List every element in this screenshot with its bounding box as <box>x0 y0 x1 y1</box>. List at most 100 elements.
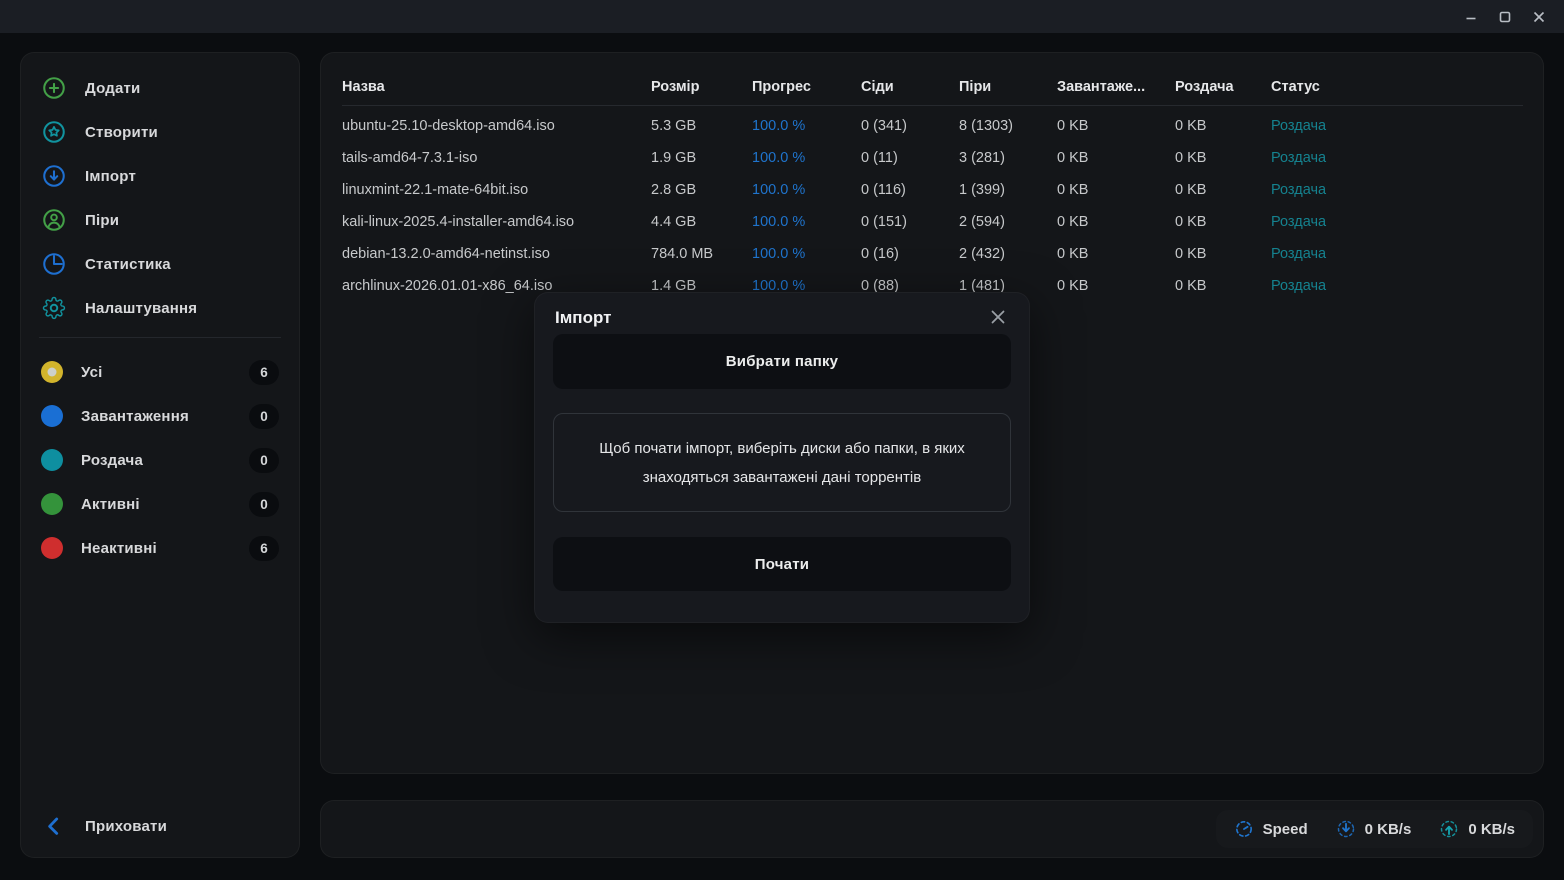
column-header-downloaded[interactable]: Завантаже... <box>1057 78 1146 95</box>
cell-status: Роздача <box>1271 246 1327 262</box>
maximize-button[interactable] <box>1488 3 1522 31</box>
cell-downloaded: 0 KB <box>1057 150 1089 166</box>
cell-seeds: 0 (341) <box>861 118 907 134</box>
cell-seeds: 0 (116) <box>861 182 906 198</box>
sidebar-item-add[interactable]: Додати <box>21 66 299 110</box>
sidebar-menu: Додати Створити Імпорт Піри Статистика Н… <box>21 66 299 330</box>
gauge-icon <box>1234 819 1254 839</box>
star-circle-icon <box>41 119 67 145</box>
cell-uploaded: 0 KB <box>1175 150 1207 166</box>
table-header-row: Назва Розмір Прогрес Сіди Піри Завантаже… <box>342 68 1523 105</box>
table-row[interactable]: ubuntu-25.10-desktop-amd64.iso 5.3 GB 10… <box>342 110 1523 142</box>
start-import-button[interactable]: Почати <box>553 537 1011 591</box>
cell-downloaded: 0 KB <box>1057 182 1089 198</box>
pie-chart-icon <box>41 251 67 277</box>
cell-peers: 1 (399) <box>959 182 1005 198</box>
status-bar: Speed 0 KB/s 0 KB/s <box>320 800 1544 858</box>
cell-uploaded: 0 KB <box>1175 278 1207 294</box>
filter-label: Роздача <box>81 451 143 469</box>
column-header-name[interactable]: Назва <box>342 78 385 95</box>
filter-item-inactive[interactable]: Неактивні 6 <box>21 526 299 570</box>
cell-seeds: 0 (16) <box>861 246 899 262</box>
sidebar-item-label: Налаштування <box>85 299 198 317</box>
column-header-seeds[interactable]: Сіди <box>861 78 894 95</box>
filter-count-badge: 6 <box>249 359 279 385</box>
filter-item-all[interactable]: Усі 6 <box>21 350 299 394</box>
cell-status: Роздача <box>1271 278 1327 294</box>
sidebar-item-settings[interactable]: Налаштування <box>21 286 299 330</box>
cell-size: 4.4 GB <box>651 214 697 230</box>
table-row[interactable]: tails-amd64-7.3.1-iso 1.9 GB 100.0 % 0 (… <box>342 142 1523 174</box>
sidebar-item-label: Створити <box>85 123 158 141</box>
column-header-peers[interactable]: Піри <box>959 78 992 95</box>
cell-peers: 2 (432) <box>959 246 1005 262</box>
cell-size: 1.9 GB <box>651 150 697 166</box>
plus-circle-icon <box>41 75 67 101</box>
filter-status-dot <box>41 537 63 559</box>
column-header-status[interactable]: Статус <box>1271 78 1320 95</box>
download-arrow-icon <box>1336 819 1356 839</box>
filter-label: Активні <box>81 495 140 513</box>
gear-icon <box>41 295 67 321</box>
close-x-icon <box>989 308 1007 329</box>
cell-progress: 100.0 % <box>752 214 806 230</box>
hide-sidebar-button[interactable]: Приховати <box>21 804 299 848</box>
sidebar-item-import[interactable]: Імпорт <box>21 154 299 198</box>
table-row[interactable]: debian-13.2.0-amd64-netinst.iso 784.0 MB… <box>342 238 1523 270</box>
cell-seeds: 0 (11) <box>861 150 898 166</box>
cell-downloaded: 0 KB <box>1057 118 1089 134</box>
table-row[interactable]: linuxmint-22.1-mate-64bit.iso 2.8 GB 100… <box>342 174 1523 206</box>
select-folder-button[interactable]: Вибрати папку <box>553 334 1011 389</box>
minimize-button[interactable] <box>1454 3 1488 31</box>
download-speed-group: 0 KB/s <box>1336 819 1411 839</box>
upload-speed-value: 0 KB/s <box>1468 820 1515 838</box>
column-header-uploaded[interactable]: Роздача <box>1175 78 1234 95</box>
cell-uploaded: 0 KB <box>1175 246 1207 262</box>
upload-arrow-icon <box>1439 819 1459 839</box>
close-button[interactable] <box>1522 3 1556 31</box>
cell-peers: 8 (1303) <box>959 118 1014 134</box>
filter-item-active[interactable]: Активні 0 <box>21 482 299 526</box>
sidebar-filters: Усі 6 Завантаження 0 Роздача 0 Активні 0… <box>21 350 299 570</box>
filter-count-badge: 0 <box>249 491 279 517</box>
cell-size: 784.0 MB <box>651 246 714 262</box>
table-body: ubuntu-25.10-desktop-amd64.iso 5.3 GB 10… <box>342 106 1523 302</box>
column-header-size[interactable]: Розмір <box>651 78 700 95</box>
speed-toggle[interactable]: Speed <box>1234 819 1308 839</box>
user-circle-icon <box>41 207 67 233</box>
filter-status-dot <box>41 493 63 515</box>
cell-peers: 2 (594) <box>959 214 1005 230</box>
titlebar <box>0 0 1564 33</box>
close-icon <box>1532 10 1546 24</box>
import-info-text: Щоб почати імпорт, виберіть диски або па… <box>553 413 1011 512</box>
filter-count-badge: 6 <box>249 535 279 561</box>
cell-uploaded: 0 KB <box>1175 214 1207 230</box>
cell-downloaded: 0 KB <box>1057 246 1089 262</box>
sidebar-item-label: Імпорт <box>85 167 136 185</box>
maximize-icon <box>1498 10 1512 24</box>
dialog-title: Імпорт <box>555 308 612 327</box>
cell-seeds: 0 (151) <box>861 214 907 230</box>
filter-label: Усі <box>81 363 103 381</box>
cell-status: Роздача <box>1271 118 1327 134</box>
cell-downloaded: 0 KB <box>1057 278 1089 294</box>
cell-size: 5.3 GB <box>651 118 697 134</box>
cell-progress: 100.0 % <box>752 118 806 134</box>
cell-uploaded: 0 KB <box>1175 182 1207 198</box>
sidebar-item-statistics[interactable]: Статистика <box>21 242 299 286</box>
filter-item-downloading[interactable]: Завантаження 0 <box>21 394 299 438</box>
sidebar-item-label: Піри <box>85 211 120 229</box>
column-header-progress[interactable]: Прогрес <box>752 78 811 95</box>
filter-item-seeding[interactable]: Роздача 0 <box>21 438 299 482</box>
sidebar-item-peers[interactable]: Піри <box>21 198 299 242</box>
dialog-close-button[interactable] <box>985 305 1011 331</box>
sidebar: Додати Створити Імпорт Піри Статистика Н… <box>20 52 300 858</box>
table-header-divider <box>342 105 1523 106</box>
import-dialog: Імпорт Вибрати папку Щоб почати імпорт, … <box>534 292 1030 623</box>
cell-downloaded: 0 KB <box>1057 214 1089 230</box>
cell-status: Роздача <box>1271 150 1327 166</box>
table-row[interactable]: kali-linux-2025.4-installer-amd64.iso 4.… <box>342 206 1523 238</box>
sidebar-divider <box>39 337 281 338</box>
sidebar-item-create[interactable]: Створити <box>21 110 299 154</box>
cell-name: linuxmint-22.1-mate-64bit.iso <box>342 182 529 198</box>
